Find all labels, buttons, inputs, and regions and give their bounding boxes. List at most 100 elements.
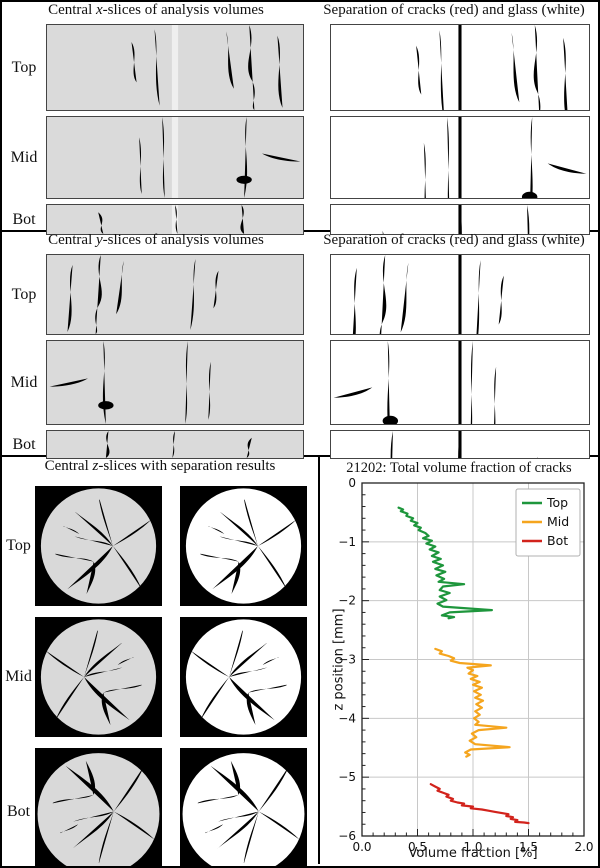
title-prefix: Central bbox=[48, 2, 96, 18]
row-label-mid: Mid bbox=[10, 148, 38, 166]
y-sep-row-top bbox=[310, 254, 598, 335]
title-axis-letter: x bbox=[96, 2, 103, 18]
title-suffix: -slices with separation results bbox=[98, 458, 276, 474]
center-divider-line bbox=[458, 25, 462, 110]
x-separation-title: Separation of cracks (red) and glass (wh… bbox=[323, 2, 585, 18]
section-y-slices: Central y-slices of analysis volumes Top… bbox=[2, 232, 598, 459]
x-slice-top-image bbox=[46, 24, 304, 111]
z-slice-bot-gray-image bbox=[35, 748, 162, 866]
y-slices-title: Central y-slices of analysis volumes bbox=[2, 232, 310, 249]
svg-text:1.5: 1.5 bbox=[519, 840, 538, 854]
z-slice-top-separation-image bbox=[180, 486, 307, 606]
svg-text:−4: −4 bbox=[338, 711, 356, 725]
z-slice-top-red bbox=[185, 488, 302, 604]
crack-lines bbox=[390, 431, 538, 458]
y-slice-row-bot: Bot bbox=[2, 430, 310, 459]
crack-lines bbox=[139, 117, 301, 198]
y-sep-top-cracks bbox=[351, 255, 504, 334]
x-sep-bot-image bbox=[330, 204, 590, 235]
x-slice-top-cracks bbox=[131, 25, 283, 110]
svg-text:−3: −3 bbox=[338, 653, 356, 667]
x-sep-bot-cracks bbox=[382, 205, 530, 234]
plot-title: 21202: Total volume fraction of cracks bbox=[346, 460, 572, 476]
y-sep-bot-image bbox=[330, 430, 590, 459]
crack-lines bbox=[351, 255, 504, 334]
legend-label-top: Top bbox=[546, 495, 568, 510]
title-suffix: -slices of analysis volumes bbox=[102, 232, 264, 248]
crack-lines bbox=[98, 205, 245, 234]
row-label-mid: Mid bbox=[10, 373, 38, 391]
row-label-bot: Bot bbox=[12, 210, 36, 228]
x-slice-mid-cracks bbox=[139, 117, 301, 198]
series-bot bbox=[429, 783, 530, 825]
crack-lines bbox=[105, 431, 252, 458]
y-sep-row-mid bbox=[310, 340, 598, 425]
crack-lines bbox=[131, 25, 283, 110]
z-slices-panel: Central z-slices with separation results… bbox=[2, 457, 318, 866]
x-sep-mid-cracks bbox=[423, 117, 587, 198]
x-slice-row-bot: Bot bbox=[2, 204, 310, 235]
z-slice-bot-separation-image bbox=[180, 748, 307, 866]
y-slice-bot-cracks bbox=[105, 431, 252, 458]
center-divider-line bbox=[458, 431, 462, 458]
title-prefix: Central bbox=[48, 232, 96, 248]
z-slice-bot-gray bbox=[37, 753, 160, 866]
x-sep-row-mid bbox=[310, 116, 598, 199]
svg-text:−5: −5 bbox=[338, 770, 356, 784]
row-label-bot: Bot bbox=[12, 435, 36, 453]
z-slice-mid-red bbox=[185, 619, 302, 735]
x-slice-row-mid: Mid bbox=[2, 116, 310, 199]
svg-text:0: 0 bbox=[348, 476, 356, 490]
x-slice-mid-image bbox=[46, 116, 304, 199]
center-divider-line bbox=[458, 117, 462, 198]
row-label-mid: Mid bbox=[5, 668, 32, 685]
legend-label-mid: Mid bbox=[547, 514, 569, 529]
section-x-slices: Central x-slices of analysis volumes Top… bbox=[2, 2, 598, 235]
x-slice-row-top: Top bbox=[2, 24, 310, 111]
x-sep-row-bot bbox=[310, 204, 598, 235]
z-slice-top-gray bbox=[40, 488, 157, 604]
y-slice-top-image bbox=[46, 254, 304, 335]
row-label-top: Top bbox=[6, 537, 31, 554]
svg-text:2.0: 2.0 bbox=[574, 840, 593, 854]
y-separation-title: Separation of cracks (red) and glass (wh… bbox=[323, 232, 585, 248]
y-sep-bot-cracks bbox=[390, 431, 538, 458]
title-axis-letter: z bbox=[92, 458, 99, 474]
x-slice-bot-cracks bbox=[98, 205, 245, 234]
crack-lines bbox=[49, 341, 211, 424]
y-slice-bot-image bbox=[46, 430, 304, 459]
y-separation-panel: Separation of cracks (red) and glass (wh… bbox=[310, 232, 598, 459]
x-axis-label: Volume fraction [%] bbox=[408, 846, 538, 861]
y-sep-top-image bbox=[330, 254, 590, 335]
z-slice-top-gray-image bbox=[35, 486, 162, 606]
y-slice-mid-image bbox=[46, 340, 304, 425]
row-label-top: Top bbox=[11, 58, 37, 76]
title-axis-letter: y bbox=[96, 232, 103, 248]
crack-lines bbox=[67, 255, 219, 334]
y-slice-top-cracks bbox=[67, 255, 219, 334]
section-z-slices-and-plot: Central z-slices with separation results… bbox=[2, 457, 598, 866]
volume-fraction-plot-panel: 21202: Total volume fraction of cracks 0… bbox=[318, 457, 598, 864]
center-divider-line bbox=[458, 341, 462, 424]
z-slice-row-mid: Mid bbox=[2, 617, 318, 737]
svg-text:−2: −2 bbox=[338, 594, 356, 608]
x-sep-top-cracks bbox=[416, 25, 569, 110]
z-slice-row-top: Top bbox=[2, 486, 318, 606]
x-sep-row-top bbox=[310, 24, 598, 111]
center-divider-line bbox=[458, 255, 462, 334]
legend: Top Mid Bot bbox=[515, 488, 581, 557]
y-slice-row-top: Top bbox=[2, 254, 310, 335]
x-sep-top-image bbox=[330, 24, 590, 111]
z-slice-mid-gray bbox=[40, 619, 157, 735]
x-slice-bot-image bbox=[46, 204, 304, 235]
y-axis-label: z position [mm] bbox=[331, 608, 347, 711]
center-divider-line bbox=[458, 205, 462, 234]
y-slice-mid-cracks bbox=[49, 341, 211, 424]
svg-text:1.0: 1.0 bbox=[463, 840, 482, 854]
z-slice-bot-red bbox=[182, 753, 305, 866]
svg-text:−1: −1 bbox=[338, 535, 356, 549]
z-slice-mid-separation-image bbox=[180, 617, 307, 737]
crack-lines bbox=[382, 205, 530, 234]
x-slices-panel: Central x-slices of analysis volumes Top… bbox=[2, 2, 310, 235]
y-sep-mid-image bbox=[330, 340, 590, 425]
